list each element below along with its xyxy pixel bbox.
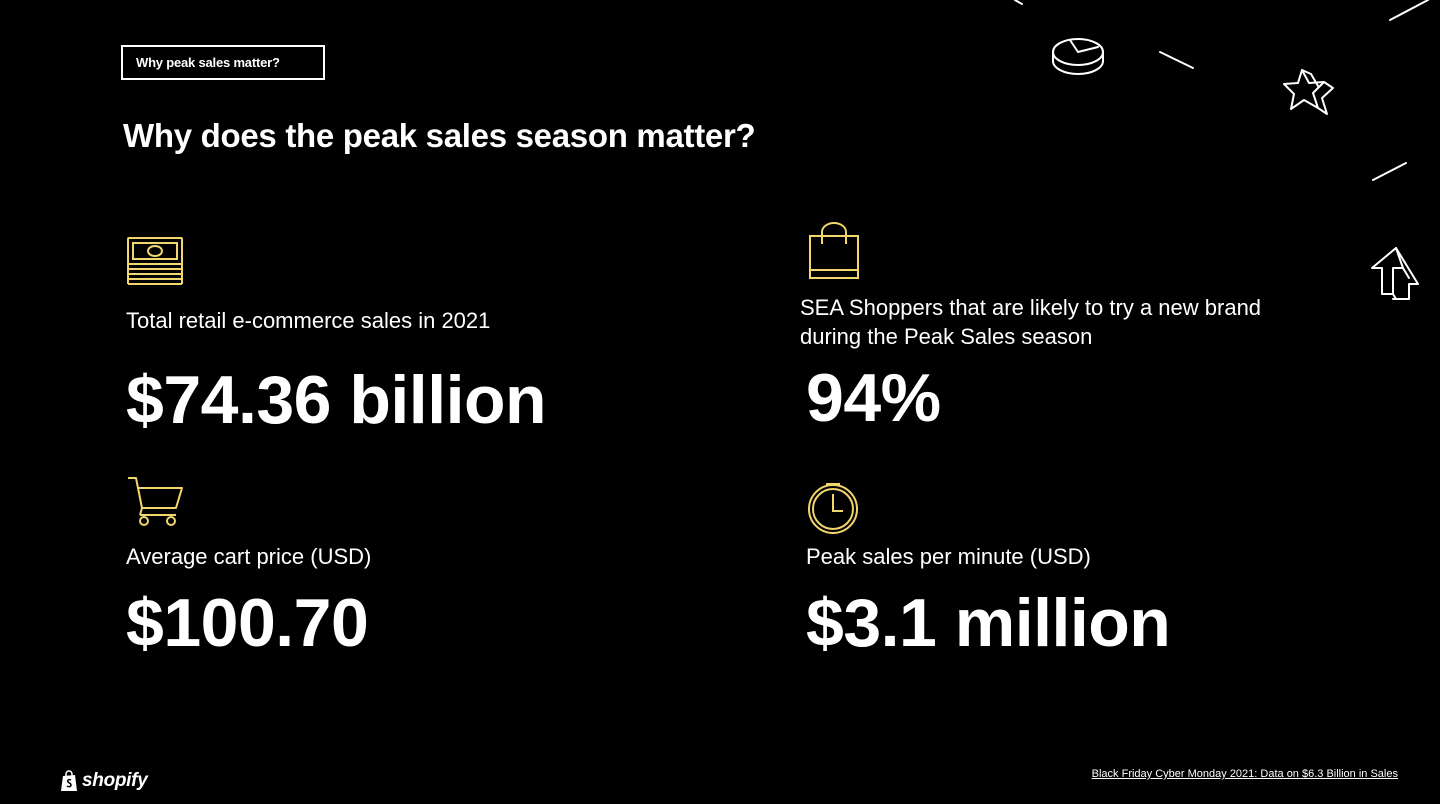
dash-line xyxy=(1372,162,1407,181)
brand-wordmark: shopify xyxy=(82,770,148,791)
pie-chart-icon xyxy=(1052,38,1104,75)
stat-value: 94% xyxy=(806,360,941,436)
section-tag: Why peak sales matter? xyxy=(121,45,325,80)
stat-average-cart-price: Average cart price (USD) $100.70 xyxy=(126,474,726,674)
arrow-up-icon xyxy=(1371,247,1419,300)
dash-line xyxy=(1014,0,1023,5)
shopping-cart-icon xyxy=(128,477,183,526)
stat-value: $3.1 million xyxy=(806,585,1171,661)
stat-label: Peak sales per minute (USD) xyxy=(806,544,1091,569)
page-title: Why does the peak sales season matter? xyxy=(123,117,756,154)
stat-label: Total retail e-commerce sales in 2021 xyxy=(126,308,491,333)
stat-label: Average cart price (USD) xyxy=(126,544,372,569)
star-icon xyxy=(1283,69,1334,115)
stat-new-brand-shoppers: SEA Shoppers that are likely to try a ne… xyxy=(800,222,1360,442)
clock-icon xyxy=(808,483,858,534)
source-link[interactable]: Black Friday Cyber Monday 2021: Data on … xyxy=(1091,768,1398,780)
shopping-bag-logo-icon xyxy=(61,770,77,791)
stat-total-ecommerce-sales: Total retail e-commerce sales in 2021 $7… xyxy=(126,236,726,446)
stat-value: $100.70 xyxy=(126,585,369,661)
dash-line xyxy=(1389,0,1429,21)
shopping-bag-icon xyxy=(809,222,859,279)
cash-stack-icon xyxy=(127,237,183,285)
dash-line xyxy=(1159,51,1194,69)
stat-value: $74.36 billion xyxy=(126,362,547,438)
stat-label: SEA Shoppers that are likely to try a ne… xyxy=(800,295,1262,349)
stat-peak-sales-per-minute: Peak sales per minute (USD) $3.1 million xyxy=(806,480,1366,680)
shopify-logo: shopify xyxy=(60,770,148,792)
decorative-shapes xyxy=(1014,0,1429,300)
